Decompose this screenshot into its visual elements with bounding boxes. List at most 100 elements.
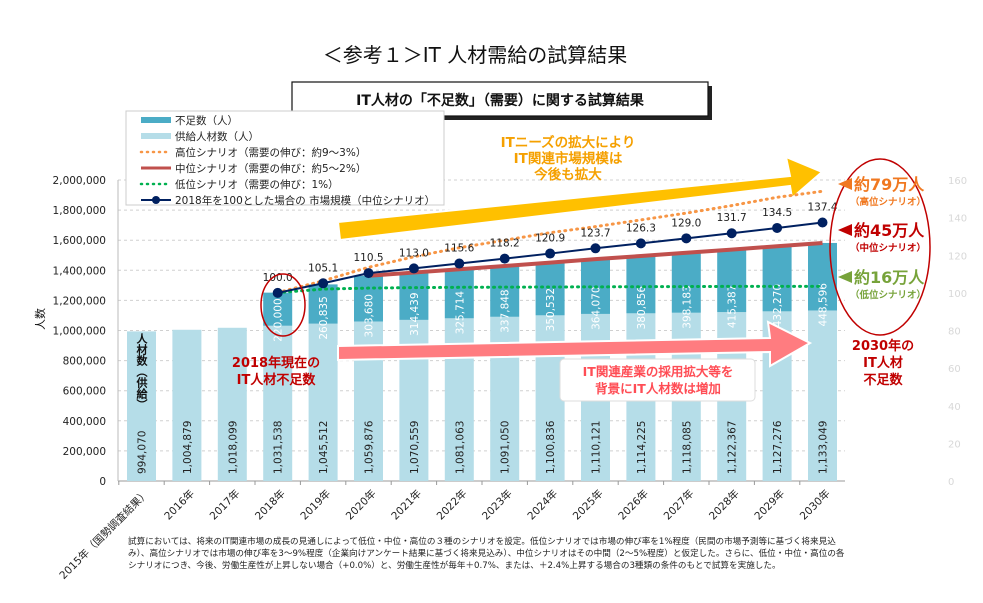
market-index-marker bbox=[590, 243, 601, 254]
y2-tick-label: 0 bbox=[948, 477, 954, 488]
y-tick-label: 1,800,000 bbox=[53, 205, 106, 217]
supply-value-label: 1,059,876 bbox=[364, 420, 376, 474]
y-tick-label: 600,000 bbox=[63, 386, 106, 398]
mid-scenario-value: 約45万人 bbox=[854, 221, 925, 240]
high-scenario-line bbox=[276, 189, 824, 295]
legend-label: 供給人材数（人） bbox=[175, 130, 259, 143]
market-index-label: 126.3 bbox=[626, 222, 656, 234]
shortage-value-label: 364,070 bbox=[591, 287, 603, 330]
x-tick-label: 2017年 bbox=[207, 487, 243, 523]
low-scenario-label: （低位シナリオ） bbox=[850, 289, 926, 301]
supply-value-label: 1,081,063 bbox=[454, 421, 466, 474]
shortage-bar bbox=[535, 262, 565, 316]
supply-growth-note: 背景にIT人材数は増加 bbox=[595, 381, 721, 396]
y2-tick-label: 60 bbox=[948, 364, 961, 375]
y2-tick-label: 160 bbox=[948, 176, 967, 187]
market-index-marker bbox=[772, 222, 783, 233]
y-tick-label: 800,000 bbox=[63, 356, 106, 368]
y-tick-label: 1,600,000 bbox=[53, 235, 106, 247]
legend-label: 低位シナリオ（需要の伸び：1%） bbox=[175, 178, 339, 191]
legend-swatch bbox=[141, 117, 171, 123]
market-index-marker bbox=[408, 263, 419, 274]
supply-value-label: 1,100,836 bbox=[545, 420, 557, 474]
x-tick-label: 2028年 bbox=[706, 487, 742, 523]
market-index-marker bbox=[272, 287, 283, 298]
legend-label: 2018年を100とした場合の 市場規模（中位シナリオ） bbox=[175, 194, 435, 207]
supply-value-label: 994,070 bbox=[137, 431, 149, 474]
y-axis-label: 人数 bbox=[34, 308, 47, 330]
legend-label: 中位シナリオ（需要の伸び：約5～2%） bbox=[175, 162, 366, 175]
market-index-marker bbox=[363, 268, 374, 279]
y-tick-label: 200,000 bbox=[63, 446, 106, 458]
supply-value-label: 1,114,225 bbox=[636, 421, 648, 474]
supply-value-label: 1,045,512 bbox=[318, 421, 330, 474]
market-index-label: 113.0 bbox=[399, 247, 429, 259]
x-tick-label: 2030年 bbox=[797, 487, 833, 523]
shortage-value-label: 337,848 bbox=[500, 289, 512, 332]
market-index-marker bbox=[545, 248, 556, 259]
y-tick-label: 400,000 bbox=[63, 416, 106, 428]
supply-bar bbox=[263, 325, 293, 481]
supply-bar bbox=[127, 331, 156, 481]
supply-value-label: 1,110,121 bbox=[591, 421, 603, 474]
market-index-label: 110.5 bbox=[353, 252, 383, 264]
shortage-value-label: 314,439 bbox=[409, 292, 421, 335]
shortage-2030-note: IT人材 bbox=[863, 355, 903, 371]
page-title: ＜参考１＞IT 人材需給の試算結果 bbox=[323, 43, 627, 67]
market-index-marker bbox=[635, 238, 646, 249]
shortage-bar bbox=[717, 249, 747, 313]
supply-bar bbox=[308, 323, 338, 481]
shortage-bar bbox=[762, 246, 792, 312]
market-index-label: 137.4 bbox=[807, 202, 837, 214]
supply-bar-vertical-label: 人材数（供給） bbox=[135, 333, 148, 410]
y2-tick-label: 100 bbox=[948, 289, 967, 300]
market-index-marker bbox=[499, 253, 510, 264]
y-tick-label: 1,200,000 bbox=[53, 295, 106, 307]
x-tick-label: 2029年 bbox=[752, 487, 788, 523]
market-index-label: 120.9 bbox=[535, 233, 565, 245]
market-growth-note: ITニーズの拡大により bbox=[501, 134, 636, 151]
low-scenario-line bbox=[276, 284, 824, 295]
market-index-label: 115.6 bbox=[444, 243, 474, 255]
market-index-label: 123.7 bbox=[580, 227, 610, 239]
shortage-bar bbox=[444, 269, 474, 319]
mid-scenario-line bbox=[368, 240, 823, 278]
supply-bar bbox=[172, 329, 202, 481]
supply-value-label: 1,133,049 bbox=[818, 421, 830, 474]
supply-growth-note: IT関連産業の採用拡大等を bbox=[583, 364, 734, 379]
supply-growth-arrow bbox=[337, 320, 813, 368]
x-tick-label: 2021年 bbox=[389, 487, 425, 523]
legend-box bbox=[125, 110, 445, 206]
shortage-2018-note: IT人材不足数 bbox=[237, 372, 317, 388]
shortage-value-label: 260,835 bbox=[318, 296, 330, 339]
high-scenario-value: 約79万人 bbox=[854, 175, 925, 194]
market-growth-note: 今後も拡大 bbox=[534, 166, 602, 183]
x-tick-label: 2020年 bbox=[343, 487, 379, 523]
shortage-bar bbox=[263, 292, 293, 326]
chart-subtitle: IT人材の「不足数」（需要）に関する試算結果 bbox=[356, 92, 645, 109]
market-index-label: 118.2 bbox=[490, 238, 520, 250]
shortage-bar bbox=[399, 272, 429, 320]
market-index-label: 131.7 bbox=[717, 212, 747, 224]
footnote: 試算においては、将来のIT関連市場の成長の見通しによって低位・中位・高位の３種の… bbox=[128, 537, 845, 571]
supply-value-label: 1,031,538 bbox=[273, 421, 285, 474]
y-tick-label: 1,400,000 bbox=[53, 265, 106, 277]
x-tick-label: 2025年 bbox=[570, 487, 606, 523]
shortage-value-label: 220,000 bbox=[273, 298, 285, 341]
supply-value-label: 1,091,050 bbox=[500, 421, 512, 474]
market-index-label: 100.0 bbox=[263, 272, 293, 284]
market-index-label: 105.1 bbox=[308, 262, 338, 274]
shortage-2030-ellipse bbox=[829, 158, 931, 336]
shortage-value-label: 448,596 bbox=[818, 283, 830, 327]
supply-value-label: 1,127,276 bbox=[772, 420, 784, 474]
y-tick-label: 0 bbox=[99, 476, 106, 488]
supply-value-label: 1,118,085 bbox=[681, 421, 693, 474]
shortage-2030-note: 2030年の bbox=[852, 338, 914, 354]
supply-value-label: 1,070,559 bbox=[409, 421, 421, 474]
shortage-2018-ellipse bbox=[260, 273, 306, 337]
x-tick-label: 2023年 bbox=[479, 487, 515, 523]
shortage-bar bbox=[671, 252, 701, 313]
shortage-bar bbox=[354, 275, 383, 322]
x-tick-label: 2024年 bbox=[525, 487, 561, 523]
mid-pointer-icon bbox=[838, 224, 852, 236]
